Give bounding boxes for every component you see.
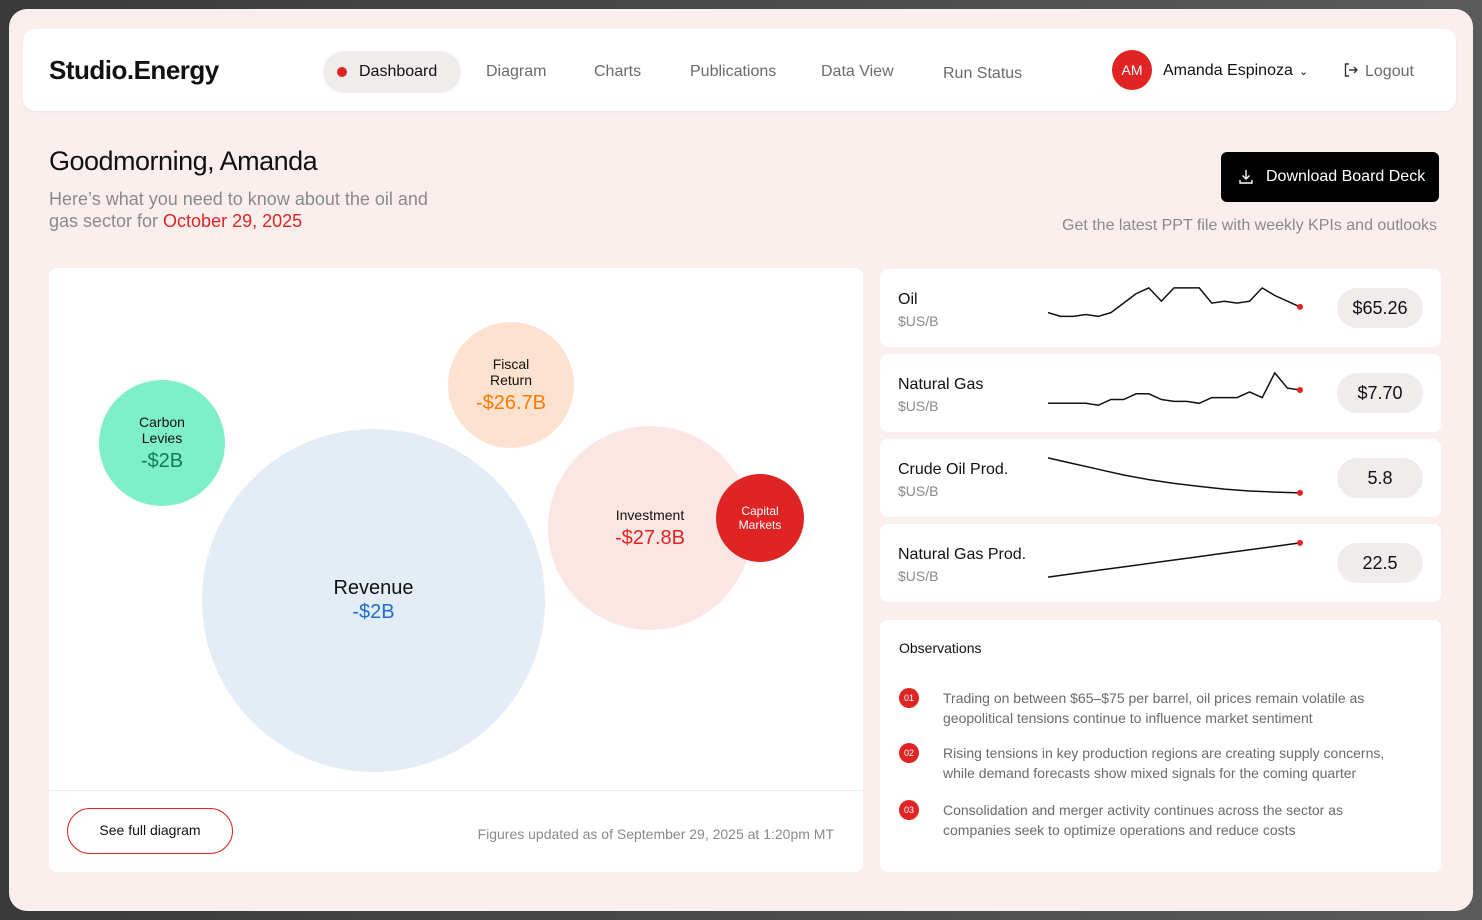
observation-number: 01 [899,688,919,708]
user-name[interactable]: Amanda Espinoza [1163,62,1293,79]
bubble-fiscal-return[interactable]: Fiscal Return -$26.7B [448,322,574,448]
logout-icon [1344,63,1358,77]
metric-unit: $US/B [898,483,939,499]
observations-title: Observations [899,640,982,656]
metric-name: Natural Gas [898,376,984,393]
sparkline-path [1048,371,1301,406]
top-navigation-bar: Studio.Energy Dashboard Diagram Charts P… [23,29,1456,111]
bubble-value: -$26.7B [475,391,547,414]
bubble-label: Revenue [333,577,414,599]
observation-text: Rising tensions in key production region… [943,745,1385,781]
metric-value: 5.8 [1337,458,1423,498]
observations-card: Observations 01 Trading on between $65–$… [880,620,1441,872]
bubble-label: Investment [615,506,685,523]
logout-label: Logout [1365,63,1414,80]
divider [49,790,863,791]
bubble-value: -$2B [140,449,184,472]
metric-card-natural-gas[interactable]: Natural Gas $US/B $7.70 [880,354,1441,432]
sparkline-path [1047,457,1301,494]
metric-value: $65.26 [1337,288,1423,328]
sparkline-endpoint [1297,387,1303,393]
download-board-deck-button[interactable]: Download Board Deck [1221,152,1439,202]
subtitle-date: October 29, 2025 [163,211,303,231]
nav-item-label: Dashboard [359,63,438,80]
bubble-label: Carbon Levies [139,413,185,446]
metric-name: Oil [898,291,918,308]
diagram-card: Carbon Levies -$2B Fiscal Return -$26.7B R… [49,268,863,872]
metric-unit: $US/B [898,568,939,584]
bubble-label: Fiscal Return [489,355,533,388]
metric-card-natural-gas-prod[interactable]: Natural Gas Prod. $US/B 22.5 [880,524,1441,602]
nav-item-data-view[interactable]: Data View [821,63,894,80]
sparkline-crude-oil-prod [1047,457,1303,496]
observation-text: Trading on between $65–$75 per barrel, o… [943,690,1365,726]
bubble-revenue[interactable]: Revenue -$2B [202,429,545,772]
logout-button[interactable]: Logout [1343,62,1414,81]
sparkline-endpoint [1297,303,1303,310]
sparkline-oil [1047,286,1303,318]
download-hint: Get the latest PPT file with weekly KPIs… [1062,217,1437,234]
metric-unit: $US/B [898,313,939,329]
nav-item-publications[interactable]: Publications [690,63,777,80]
chevron-down-icon[interactable]: ⌄ [1299,66,1309,78]
brand-logo[interactable]: Studio.Energy [49,55,219,85]
nav-item-diagram[interactable]: Diagram [486,63,547,80]
sparkline-path [1047,542,1301,578]
nav-item-dashboard[interactable]: Dashboard [323,51,462,93]
subtitle-text: Here’s what you need to know about the o… [49,189,428,231]
metric-card-crude-oil-prod[interactable]: Crude Oil Prod. $US/B 5.8 [880,439,1441,517]
bubble-carbon-levies[interactable]: Carbon Levies -$2B [99,380,225,506]
metric-name: Crude Oil Prod. [898,461,1009,478]
download-label: Download Board Deck [1266,168,1426,185]
bubble-value: -$2B [352,601,395,623]
sparkline-natural-gas-prod [1047,539,1303,578]
see-full-diagram-button[interactable]: See full diagram [67,808,233,854]
observation-number: 03 [899,800,919,820]
observation-text: Consolidation and merger activity contin… [943,802,1343,838]
page-title: Goodmorning, Amanda [49,146,318,176]
metric-card-oil[interactable]: Oil $US/B $65.26 [880,269,1441,347]
avatar[interactable]: AM [1112,50,1152,90]
bubble-capital-markets[interactable]: Capital Markets [716,474,804,562]
sparkline-path [1047,286,1301,318]
sparkline-endpoint [1297,489,1303,496]
observation-number: 02 [899,743,919,763]
sparkline-natural-gas [1048,371,1303,406]
nav-item-run-status[interactable]: Run Status [943,65,1023,82]
nav-item-charts[interactable]: Charts [594,63,642,80]
metric-value: 22.5 [1337,543,1423,583]
sparkline-endpoint [1297,539,1303,546]
page-subtitle: Here’s what you need to know about the o… [49,188,449,232]
metric-name: Natural Gas Prod. [898,546,1027,563]
bubble-label: Capital Markets [738,504,782,532]
download-icon [1239,170,1253,184]
updated-timestamp: Figures updated as of September 29, 2025… [477,826,834,842]
bubble-value: -$27.8B [614,526,686,549]
app-frame: Studio.Energy Dashboard Diagram Charts P… [9,9,1473,911]
active-dot-icon [337,67,347,77]
metric-unit: $US/B [898,398,939,414]
metric-value: $7.70 [1337,373,1423,413]
